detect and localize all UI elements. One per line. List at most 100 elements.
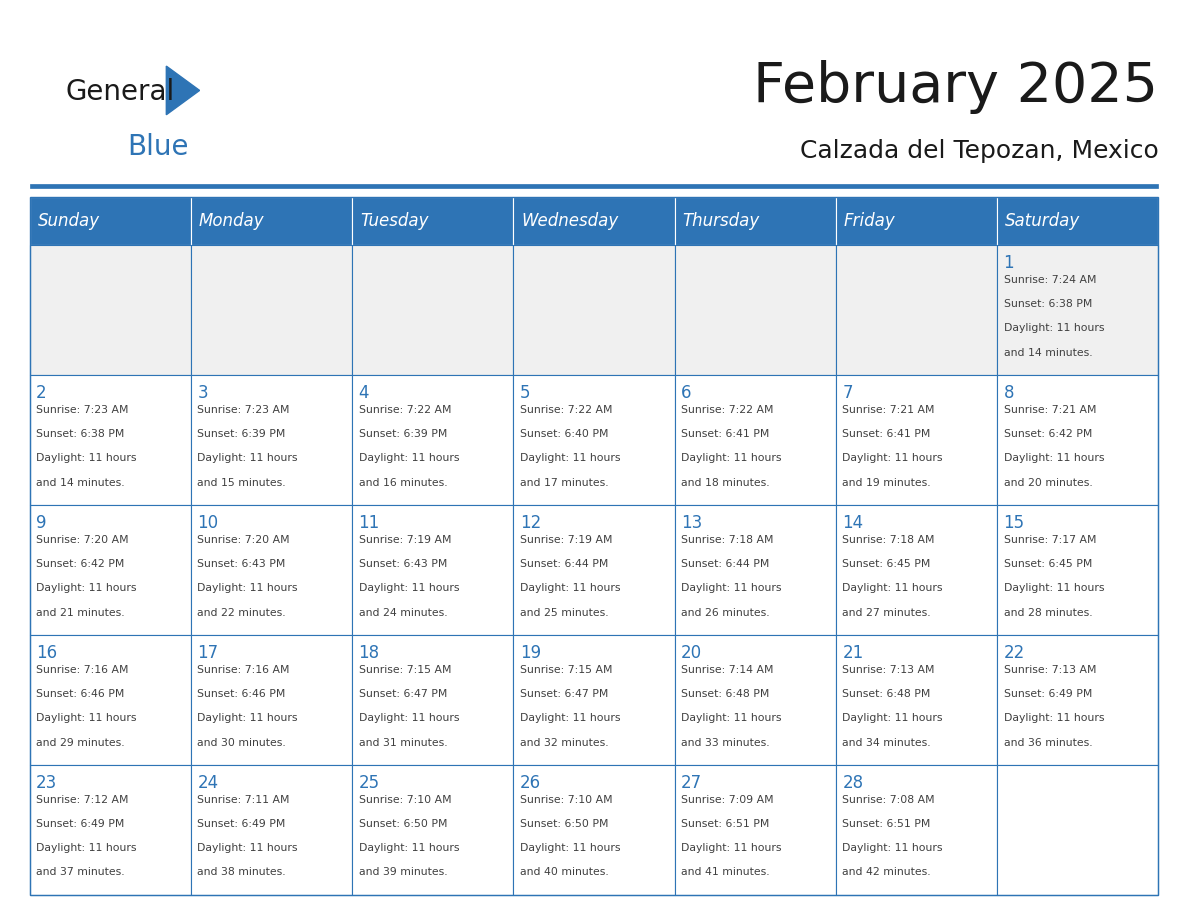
Text: Friday: Friday (843, 212, 896, 230)
Text: Sunrise: 7:20 AM: Sunrise: 7:20 AM (36, 535, 128, 545)
Text: Sunrise: 7:12 AM: Sunrise: 7:12 AM (36, 795, 128, 805)
Text: 23: 23 (36, 774, 57, 792)
Bar (836, 635, 997, 765)
Text: 12: 12 (520, 514, 541, 532)
Text: and 38 minutes.: and 38 minutes. (197, 868, 286, 878)
Text: Sunset: 6:40 PM: Sunset: 6:40 PM (520, 430, 608, 440)
Bar (997, 765, 1158, 895)
Text: Daylight: 11 hours: Daylight: 11 hours (36, 453, 137, 464)
Bar (997, 505, 1158, 635)
Bar (675, 635, 836, 765)
Text: and 40 minutes.: and 40 minutes. (520, 868, 608, 878)
Text: 9: 9 (36, 514, 46, 532)
Bar (30, 765, 191, 895)
Text: Daylight: 11 hours: Daylight: 11 hours (197, 844, 298, 854)
Bar (675, 245, 836, 375)
Text: 3: 3 (197, 385, 208, 402)
Text: Sunrise: 7:15 AM: Sunrise: 7:15 AM (359, 666, 451, 676)
Text: Blue: Blue (127, 133, 189, 161)
Text: Sunrise: 7:15 AM: Sunrise: 7:15 AM (520, 666, 612, 676)
Bar (513, 245, 675, 375)
Text: Daylight: 11 hours: Daylight: 11 hours (36, 713, 137, 723)
Text: 22: 22 (1004, 644, 1025, 662)
Text: 26: 26 (520, 774, 541, 792)
Bar (836, 505, 997, 635)
Text: Daylight: 11 hours: Daylight: 11 hours (1004, 584, 1104, 593)
Text: Daylight: 11 hours: Daylight: 11 hours (520, 453, 620, 464)
Bar (997, 245, 1158, 375)
Bar (513, 635, 675, 765)
Text: 10: 10 (197, 514, 219, 532)
Text: Daylight: 11 hours: Daylight: 11 hours (197, 584, 298, 593)
Text: and 33 minutes.: and 33 minutes. (681, 737, 770, 747)
Bar (675, 197, 836, 245)
Text: Daylight: 11 hours: Daylight: 11 hours (520, 584, 620, 593)
Bar (675, 505, 836, 635)
Bar (836, 375, 997, 505)
Text: Sunset: 6:43 PM: Sunset: 6:43 PM (197, 559, 286, 569)
Text: 8: 8 (1004, 385, 1015, 402)
Text: 21: 21 (842, 644, 864, 662)
Text: and 20 minutes.: and 20 minutes. (1004, 477, 1092, 487)
Text: 27: 27 (681, 774, 702, 792)
Bar (191, 505, 352, 635)
Text: and 30 minutes.: and 30 minutes. (197, 737, 286, 747)
Text: Sunrise: 7:13 AM: Sunrise: 7:13 AM (1004, 666, 1097, 676)
Text: Sunset: 6:39 PM: Sunset: 6:39 PM (197, 430, 286, 440)
Text: Sunset: 6:45 PM: Sunset: 6:45 PM (1004, 559, 1092, 569)
Text: and 18 minutes.: and 18 minutes. (681, 477, 770, 487)
Text: Sunrise: 7:22 AM: Sunrise: 7:22 AM (520, 406, 612, 415)
Text: 1: 1 (1004, 254, 1015, 273)
Text: 16: 16 (36, 644, 57, 662)
Text: Thursday: Thursday (683, 212, 760, 230)
Bar (352, 505, 513, 635)
Text: and 26 minutes.: and 26 minutes. (681, 608, 770, 618)
Text: Monday: Monday (198, 212, 265, 230)
Text: Sunset: 6:38 PM: Sunset: 6:38 PM (1004, 299, 1092, 309)
Bar (997, 197, 1158, 245)
Text: 28: 28 (842, 774, 864, 792)
Text: Sunrise: 7:11 AM: Sunrise: 7:11 AM (197, 795, 290, 805)
Text: Sunrise: 7:09 AM: Sunrise: 7:09 AM (681, 795, 773, 805)
Text: and 28 minutes.: and 28 minutes. (1004, 608, 1092, 618)
Text: Sunrise: 7:18 AM: Sunrise: 7:18 AM (681, 535, 773, 545)
Bar (836, 245, 997, 375)
Bar (997, 635, 1158, 765)
Text: Sunrise: 7:08 AM: Sunrise: 7:08 AM (842, 795, 935, 805)
Text: 17: 17 (197, 644, 219, 662)
Text: Daylight: 11 hours: Daylight: 11 hours (681, 713, 782, 723)
Text: Daylight: 11 hours: Daylight: 11 hours (36, 844, 137, 854)
Text: February 2025: February 2025 (753, 61, 1158, 114)
Text: 5: 5 (520, 385, 530, 402)
Text: Sunset: 6:49 PM: Sunset: 6:49 PM (197, 820, 286, 829)
Bar (30, 505, 191, 635)
Text: 13: 13 (681, 514, 702, 532)
Text: Sunset: 6:49 PM: Sunset: 6:49 PM (36, 820, 125, 829)
Bar (997, 375, 1158, 505)
Bar (191, 375, 352, 505)
Text: 7: 7 (842, 385, 853, 402)
Text: Sunrise: 7:23 AM: Sunrise: 7:23 AM (197, 406, 290, 415)
Text: 20: 20 (681, 644, 702, 662)
Text: Sunrise: 7:21 AM: Sunrise: 7:21 AM (842, 406, 935, 415)
Text: Sunset: 6:41 PM: Sunset: 6:41 PM (681, 430, 770, 440)
Text: Sunrise: 7:16 AM: Sunrise: 7:16 AM (197, 666, 290, 676)
Bar (191, 197, 352, 245)
Bar (836, 765, 997, 895)
Text: Sunset: 6:38 PM: Sunset: 6:38 PM (36, 430, 125, 440)
Text: Daylight: 11 hours: Daylight: 11 hours (359, 713, 459, 723)
Text: Daylight: 11 hours: Daylight: 11 hours (1004, 323, 1104, 333)
Text: and 34 minutes.: and 34 minutes. (842, 737, 931, 747)
Text: and 36 minutes.: and 36 minutes. (1004, 737, 1092, 747)
Text: 19: 19 (520, 644, 541, 662)
Text: Sunset: 6:43 PM: Sunset: 6:43 PM (359, 559, 447, 569)
Text: Sunset: 6:41 PM: Sunset: 6:41 PM (842, 430, 930, 440)
Text: and 22 minutes.: and 22 minutes. (197, 608, 286, 618)
Text: Sunset: 6:48 PM: Sunset: 6:48 PM (681, 689, 770, 700)
Text: and 41 minutes.: and 41 minutes. (681, 868, 770, 878)
Bar (675, 765, 836, 895)
Text: 15: 15 (1004, 514, 1024, 532)
Text: 18: 18 (359, 644, 380, 662)
Bar (30, 197, 191, 245)
Text: and 21 minutes.: and 21 minutes. (36, 608, 125, 618)
